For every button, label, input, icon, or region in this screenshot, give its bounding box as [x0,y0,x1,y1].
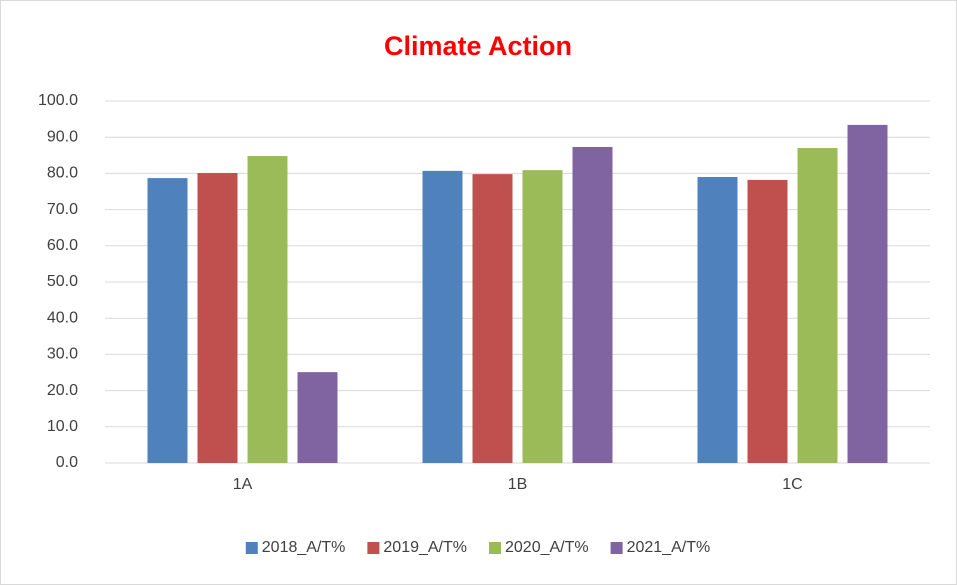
bar [247,156,288,464]
x-tick-label: 1C [782,476,802,493]
bar [522,170,563,463]
legend-label: 2020_A/T% [505,539,589,556]
y-tick-label: 50.0 [47,273,78,290]
y-tick-label: 90.0 [47,128,78,145]
y-tick-label: 80.0 [47,165,78,182]
bar [697,177,738,463]
x-tick-label: 1B [508,476,528,493]
bar [472,174,513,463]
legend-label: 2018_A/T% [262,539,346,556]
y-tick-label: 30.0 [47,346,78,363]
y-tick-label: 40.0 [47,309,78,326]
chart-title: Climate Action [384,31,572,61]
bar [847,124,888,463]
legend-label: 2021_A/T% [627,539,711,556]
bar [747,179,788,463]
y-tick-label: 60.0 [47,237,78,254]
bar [422,170,463,463]
bar [197,173,238,463]
bar [572,146,613,463]
bar [797,148,838,463]
y-tick-label: 20.0 [47,382,78,399]
legend-swatch [245,542,258,554]
bar [147,178,188,463]
legend-label: 2019_A/T% [383,539,467,556]
bar [297,372,338,463]
y-tick-label: 70.0 [47,201,78,218]
y-tick-label: 10.0 [47,418,78,435]
legend-swatch [367,542,380,554]
legend-swatch [610,542,623,554]
y-tick-label: 100.0 [38,92,78,109]
x-tick-label: 1A [233,476,253,493]
y-tick-label: 0.0 [56,454,78,471]
legend-swatch [489,542,501,554]
